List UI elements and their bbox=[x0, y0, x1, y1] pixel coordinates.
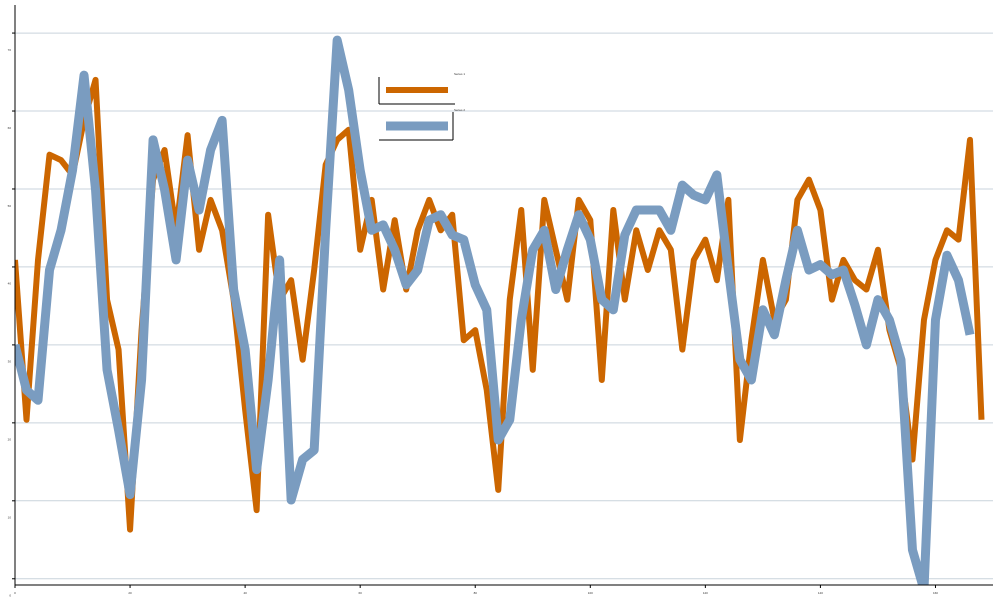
x-tick-label: 80 bbox=[474, 591, 478, 595]
y-tick-label: 50 bbox=[8, 204, 12, 208]
y-tick-label: 70 bbox=[8, 48, 12, 52]
grid bbox=[15, 32, 993, 580]
y-tick-label: 30 bbox=[8, 360, 12, 364]
y-tick-label: 10 bbox=[8, 516, 12, 520]
x-tick-label: 40 bbox=[243, 591, 247, 595]
x-tick-label: 160 bbox=[933, 591, 938, 595]
plot-area bbox=[15, 35, 985, 585]
x-tick-label: 140 bbox=[818, 591, 823, 595]
y-tick-label: 40 bbox=[8, 282, 12, 286]
y-tick-label: 60 bbox=[8, 126, 12, 130]
y-tick-label: 0 bbox=[9, 594, 11, 598]
x-tick-label: 60 bbox=[359, 591, 363, 595]
x-tick-label: 20 bbox=[128, 591, 132, 595]
legend: Series 1 Series 2 bbox=[378, 72, 465, 141]
legend-label: Series 2 bbox=[454, 108, 465, 112]
legend-label: Series 1 bbox=[454, 72, 465, 76]
y-tick-label: 20 bbox=[8, 438, 12, 442]
x-tick-label: 100 bbox=[588, 591, 593, 595]
x-tick-label: 0 bbox=[14, 591, 16, 595]
series-line bbox=[15, 76, 985, 533]
x-tick-label: 120 bbox=[703, 591, 708, 595]
series-line bbox=[15, 35, 975, 585]
